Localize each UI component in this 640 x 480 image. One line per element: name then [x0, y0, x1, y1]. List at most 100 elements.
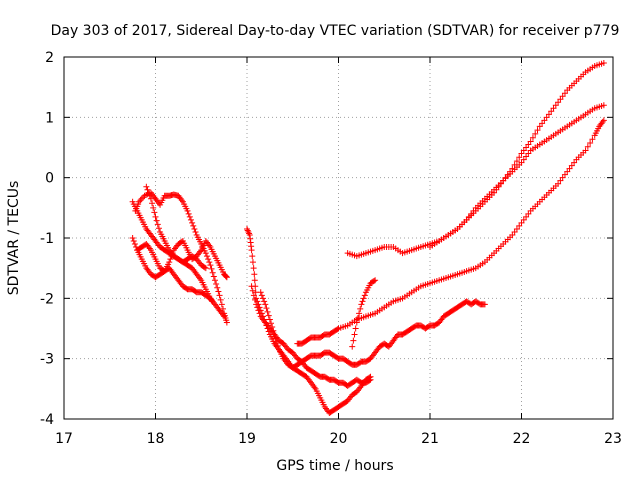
data-point — [202, 265, 209, 272]
data-point — [349, 343, 356, 350]
data-point — [261, 298, 268, 305]
data-point — [354, 314, 361, 321]
data-point — [258, 292, 265, 299]
data-point — [221, 313, 228, 320]
data-point — [520, 147, 527, 154]
data-point — [203, 253, 210, 260]
data-point — [589, 136, 596, 143]
data-point — [557, 96, 564, 103]
data-point — [248, 247, 255, 254]
data-point — [208, 265, 215, 272]
data-point — [185, 210, 192, 217]
y-tick-label: -2 — [40, 291, 54, 307]
data-point — [367, 376, 374, 383]
x-tick-label: 23 — [604, 431, 622, 447]
data-point — [559, 174, 566, 181]
series-arc-l — [427, 102, 607, 251]
data-point — [249, 287, 256, 294]
data-point — [215, 288, 222, 295]
data-point — [481, 301, 488, 308]
x-tick-label: 19 — [238, 431, 256, 447]
data-point — [214, 284, 221, 291]
chart-title: Day 303 of 2017, Sidereal Day-to-day VTE… — [51, 23, 620, 39]
data-point — [191, 225, 198, 232]
data-point — [223, 274, 230, 281]
data-point — [256, 310, 263, 317]
data-point — [561, 171, 568, 178]
data-point — [190, 222, 197, 229]
data-point — [207, 262, 214, 269]
data-point — [523, 153, 530, 160]
data-point — [205, 256, 212, 263]
data-point — [266, 316, 273, 323]
data-point — [543, 114, 550, 121]
data-point — [525, 150, 532, 157]
data-point — [210, 273, 217, 280]
data-point — [209, 298, 216, 305]
data-point — [263, 305, 270, 312]
series-arc-e — [143, 183, 209, 272]
data-point — [584, 143, 591, 150]
data-point — [272, 335, 279, 342]
data-point — [206, 259, 213, 266]
data-point — [270, 327, 277, 334]
data-point — [274, 342, 281, 349]
data-point — [463, 216, 470, 223]
data-point — [518, 219, 525, 226]
data-point — [372, 277, 379, 284]
x-tick-label: 17 — [55, 431, 73, 447]
data-point — [520, 216, 527, 223]
data-point — [130, 238, 137, 245]
data-point — [213, 281, 220, 288]
data-point — [358, 301, 365, 308]
data-point — [249, 253, 256, 260]
data-point — [370, 277, 377, 284]
data-point — [131, 241, 138, 248]
data-point — [273, 339, 280, 346]
data-point — [518, 159, 525, 166]
data-point — [582, 147, 589, 154]
data-points — [129, 60, 607, 416]
data-point — [201, 264, 208, 271]
data-point — [357, 305, 364, 312]
y-axis-title: SDTVAR / TECUs — [6, 181, 22, 296]
y-tick-labels: 2 1 0 -1 -2 -3 -4 — [40, 50, 54, 428]
series-arc-g — [248, 283, 374, 389]
data-point — [151, 209, 158, 216]
data-point — [356, 310, 363, 317]
data-point — [250, 265, 257, 272]
data-point — [249, 259, 256, 266]
data-point — [251, 277, 258, 284]
grid-layer — [64, 57, 613, 419]
x-tick-labels: 17 18 19 20 21 22 23 — [55, 431, 622, 447]
data-point — [527, 138, 534, 145]
x-tick-label: 22 — [513, 431, 531, 447]
data-point — [145, 189, 152, 196]
y-tick-label: -4 — [40, 412, 54, 428]
data-point — [566, 165, 573, 172]
x-tick-label: 18 — [147, 431, 165, 447]
data-point — [600, 102, 607, 109]
data-point — [146, 192, 153, 199]
data-point — [541, 117, 548, 124]
data-point — [269, 323, 276, 330]
series-arc-h — [257, 289, 488, 371]
data-point — [262, 301, 269, 308]
data-point — [218, 301, 225, 308]
data-point — [253, 301, 260, 308]
data-point — [252, 296, 259, 303]
data-point — [361, 292, 368, 299]
data-point — [255, 307, 262, 314]
data-point — [555, 99, 562, 106]
series-arc-k — [344, 60, 607, 260]
data-point — [470, 207, 477, 214]
data-point — [217, 296, 224, 303]
data-point — [353, 319, 360, 326]
x-tick-label: 20 — [330, 431, 348, 447]
y-tick-label: 1 — [45, 110, 54, 126]
data-point — [265, 312, 272, 319]
data-point — [155, 225, 162, 232]
data-point — [571, 159, 578, 166]
data-point — [568, 162, 575, 169]
